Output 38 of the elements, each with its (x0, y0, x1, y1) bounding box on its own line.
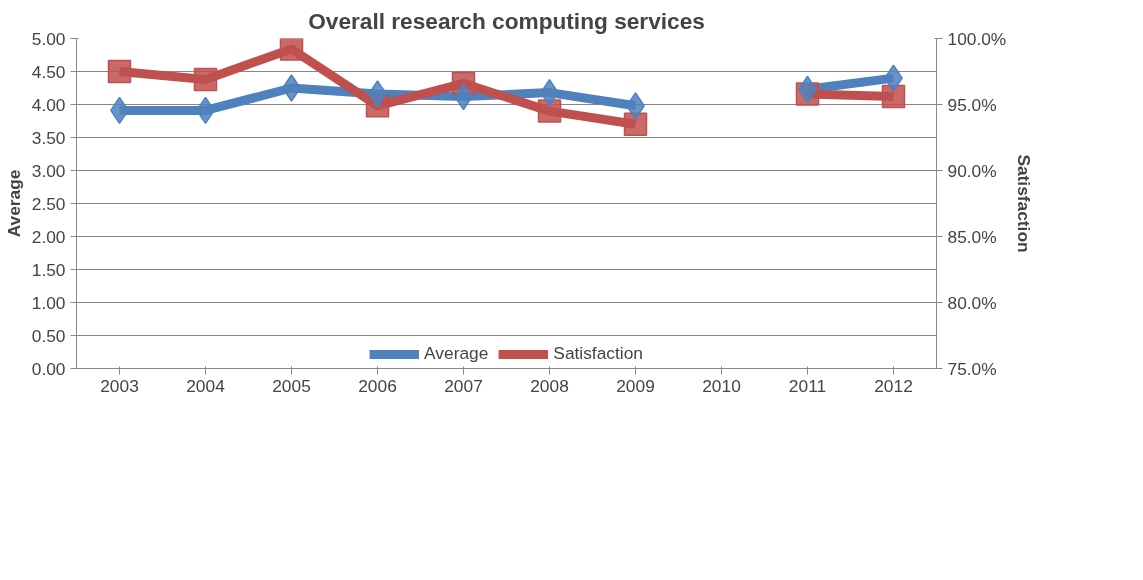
y2-tick-label: 75.0% (947, 358, 997, 379)
y-tick-label: 3.50 (31, 127, 66, 148)
y2-axis-title: Satisfaction (1014, 154, 1035, 253)
x-tick-label: 2006 (358, 375, 397, 396)
chart-title: Overall research computing services (308, 7, 705, 34)
y-tick-label: 5.00 (31, 28, 66, 49)
y2-tick-label: 95.0% (947, 94, 997, 115)
x-tick-label: 2004 (186, 375, 226, 396)
y-axis-title: Average (3, 169, 24, 238)
point (107, 59, 132, 84)
y-tick-label: 4.00 (31, 94, 66, 115)
point (881, 84, 906, 109)
y-tick-label: 1.00 (31, 292, 66, 313)
point (193, 67, 218, 92)
y-tick-label: 0.00 (31, 358, 66, 379)
x-tick-label: 2007 (444, 375, 483, 396)
x-tick-label: 2011 (788, 375, 827, 396)
x-tick-label: 2008 (530, 375, 569, 396)
y-tick-label: 1.50 (31, 259, 66, 280)
x-tick-label: 2009 (616, 375, 655, 396)
legend-label: Satisfaction (553, 343, 643, 364)
x-tick-label: 2012 (874, 375, 913, 396)
y-tick-label: 4.50 (31, 61, 66, 82)
y2-tick-label: 90.0% (947, 160, 997, 181)
y-tick-label: 0.50 (31, 325, 66, 346)
y-tick-label: 2.50 (31, 193, 66, 214)
x-tick-label: 2005 (272, 375, 311, 396)
y-tick-label: 2.00 (31, 226, 66, 247)
y2-tick-label: 80.0% (947, 292, 997, 313)
legend-label: Average (424, 343, 489, 364)
x-tick-label: 2003 (100, 375, 139, 396)
point (537, 99, 562, 123)
y2-tick-label: 85.0% (947, 226, 997, 247)
point (279, 38, 304, 61)
y-tick-label: 3.00 (31, 160, 66, 181)
y2-tick-label: 100.0% (947, 28, 1007, 49)
point (623, 112, 648, 137)
x-tick-label: 2010 (702, 375, 741, 396)
